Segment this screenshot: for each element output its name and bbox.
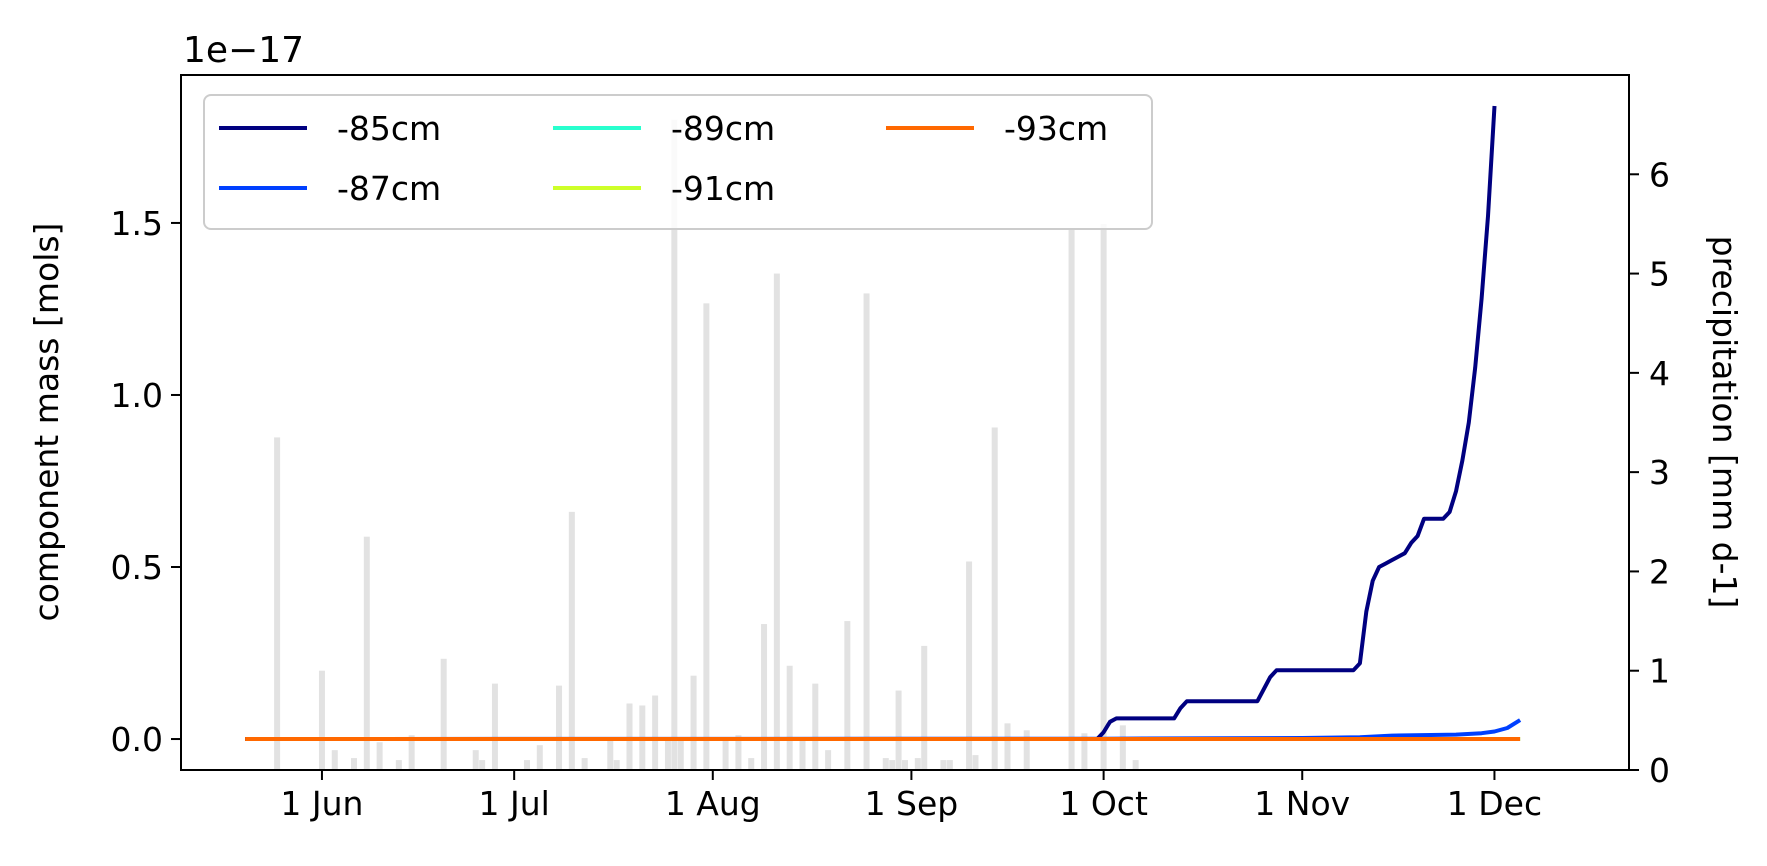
- y2-tick-label: 2: [1649, 552, 1670, 591]
- precip-bar: [331, 750, 338, 770]
- y2-axis-ticks: 0 1 2 3 4 5 6: [1629, 155, 1670, 790]
- precip-bar: [902, 760, 908, 770]
- precip-bar: [1023, 730, 1030, 770]
- legend-label: -91cm: [671, 169, 775, 208]
- precip-bar: [395, 760, 402, 770]
- x-tick-label: 1 Jul: [479, 784, 550, 823]
- y2-tick-label: 3: [1649, 453, 1670, 492]
- y2-tick-label: 1: [1649, 652, 1670, 691]
- precip-bar: [652, 695, 659, 770]
- precip-bar: [376, 742, 383, 770]
- precip-bar: [408, 735, 415, 770]
- precip-bar: [491, 683, 498, 770]
- precip-bar: [748, 758, 755, 770]
- x-axis-ticks: 1 Jun 1 Jul 1 Aug 1 Sep 1 Oct 1 Nov 1 Dec: [280, 770, 1542, 823]
- precip-bar: [671, 119, 678, 770]
- precip-bar: [863, 293, 870, 770]
- precip-bar: [677, 740, 684, 770]
- precip-bar: [812, 683, 819, 770]
- precip-bar: [895, 690, 902, 770]
- precip-bar: [991, 427, 998, 770]
- y-tick-label: 1.5: [111, 204, 163, 243]
- precip-bar: [479, 760, 486, 770]
- precip-bar: [786, 665, 793, 770]
- x-tick-label: 1 Jun: [280, 784, 363, 823]
- precip-bar: [523, 760, 530, 770]
- x-tick-label: 1 Sep: [865, 784, 959, 823]
- precip-bar: [664, 740, 671, 770]
- precip-bar: [1119, 725, 1126, 770]
- x-tick-label: 1 Dec: [1447, 784, 1542, 823]
- precip-bar: [735, 735, 742, 770]
- precipitation-bars: [274, 119, 1139, 771]
- series-lines: [245, 105, 1522, 741]
- y2-axis-label: precipitation [mm d-1]: [1705, 236, 1744, 609]
- x-tick-label: 1 Oct: [1059, 784, 1148, 823]
- precip-bar: [274, 437, 281, 770]
- precip-bar: [556, 685, 563, 770]
- precip-bar: [844, 621, 851, 770]
- y-tick-label: 1.0: [111, 376, 163, 415]
- precip-bar: [940, 760, 947, 770]
- precip-bar: [889, 760, 896, 770]
- y-axis-label: component mass [mols]: [27, 223, 66, 622]
- y-offset-label: 1e−17: [183, 30, 304, 71]
- precip-bar: [581, 758, 588, 770]
- precip-bar: [318, 670, 325, 770]
- precip-bar: [825, 750, 832, 770]
- precip-bar: [607, 740, 614, 770]
- precip-bar: [350, 758, 357, 770]
- precip-bar: [1132, 760, 1139, 770]
- legend-label: -93cm: [1004, 109, 1108, 148]
- precip-bar: [1068, 228, 1075, 771]
- x-tick-label: 1 Nov: [1254, 784, 1350, 823]
- y-axis-ticks: 0.0 0.5 1.0 1.5: [111, 204, 181, 759]
- precip-bar: [613, 760, 620, 770]
- precip-bar: [882, 758, 889, 770]
- precip-bar: [363, 536, 370, 770]
- precip-bar: [799, 740, 806, 770]
- precip-bar: [626, 703, 633, 770]
- y2-tick-label: 5: [1649, 255, 1670, 294]
- precip-bar: [472, 750, 479, 770]
- precip-bar: [921, 645, 928, 770]
- y2-tick-label: 0: [1649, 751, 1670, 790]
- precip-bar: [914, 758, 921, 770]
- precip-bar: [703, 303, 710, 770]
- y-tick-label: 0.0: [111, 720, 163, 759]
- precip-bar: [761, 624, 768, 770]
- legend: -85cm -87cm -89cm -91cm -93cm: [203, 94, 1153, 230]
- y2-tick-label: 4: [1649, 354, 1670, 393]
- legend-label: -87cm: [337, 169, 441, 208]
- precip-bar: [440, 658, 447, 770]
- plot-frame: [180, 74, 1630, 771]
- legend-label: -85cm: [337, 109, 441, 148]
- precip-bar: [946, 760, 953, 770]
- precip-bar: [1081, 733, 1088, 770]
- precip-bar: [568, 511, 575, 770]
- precip-bar: [773, 273, 780, 770]
- precip-bar: [966, 561, 973, 770]
- y-tick-label: 0.5: [111, 548, 163, 587]
- precip-bar: [690, 675, 697, 770]
- series-line--87cm: [245, 718, 1522, 741]
- series-line--85cm: [245, 105, 1497, 741]
- x-tick-label: 1 Aug: [665, 784, 761, 823]
- precip-bar: [536, 745, 543, 770]
- precip-bar: [972, 755, 979, 770]
- precip-bar: [722, 740, 729, 770]
- precip-bar: [1004, 723, 1011, 770]
- y2-tick-label: 6: [1649, 155, 1670, 194]
- legend-label: -89cm: [671, 109, 775, 148]
- precip-bar: [1100, 223, 1107, 770]
